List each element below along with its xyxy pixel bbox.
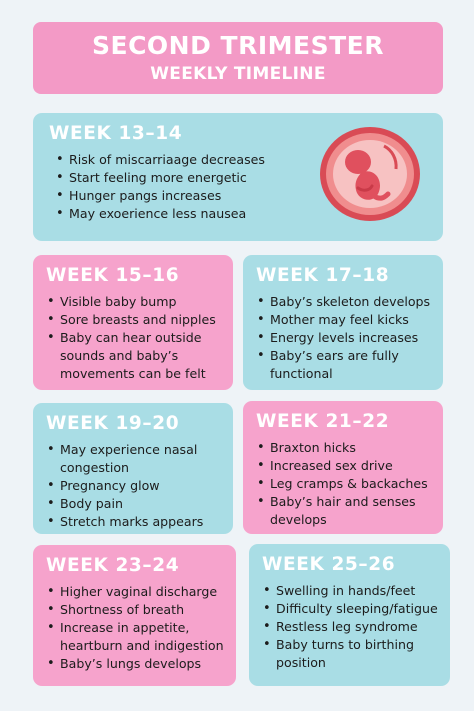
list-item: Baby’s hair and senses develops [256,493,433,529]
list-item: Visible baby bump [46,293,223,311]
list-item: May exoerience less nausea [55,205,433,223]
card-list: Braxton hicks Increased sex drive Leg cr… [256,439,433,529]
fetus-in-womb-icon [320,127,420,221]
card-week-15-16: WEEK 15–16 Visible baby bump Sore breast… [33,255,233,390]
page-subtitle: WEEKLY TIMELINE [150,64,326,84]
list-item: Baby turns to birthing position [262,636,440,672]
list-item: Baby’s lungs develops [46,655,226,673]
list-item: Body pain [46,495,223,513]
page-title: SECOND TRIMESTER [91,31,384,60]
card-heading: WEEK 13–14 [49,123,183,144]
list-item: Stretch marks appears [46,513,223,531]
card-week-23-24: WEEK 23–24 Higher vaginal discharge Shor… [33,545,236,686]
list-item: Start feeling more energetic [55,169,433,187]
list-item: Pregnancy glow [46,477,223,495]
card-heading: WEEK 23–24 [46,555,180,576]
list-item: May experience nasal congestion [46,441,223,477]
list-item: Risk of miscarriaage decreases [55,151,433,169]
list-item: Braxton hicks [256,439,433,457]
card-heading: WEEK 19–20 [46,413,180,434]
card-week-17-18: WEEK 17–18 Baby’s skeleton develops Moth… [243,255,443,390]
list-item: Sore breasts and nipples [46,311,223,329]
list-item: Swelling in hands/feet [262,582,440,600]
card-heading: WEEK 25–26 [262,554,396,575]
card-list: Baby’s skeleton develops Mother may feel… [256,293,433,383]
list-item: Higher vaginal discharge [46,583,226,601]
card-list: Risk of miscarriaage decreases Start fee… [55,151,433,223]
title-banner: SECOND TRIMESTER WEEKLY TIMELINE [33,22,443,94]
card-list: Higher vaginal discharge Shortness of br… [46,583,226,673]
card-week-19-20: WEEK 19–20 May experience nasal congesti… [33,403,233,534]
list-item: Difficulty sleeping/fatigue [262,600,440,618]
list-item: Baby’s skeleton develops [256,293,433,311]
card-week-25-26: WEEK 25–26 Swelling in hands/feet Diffic… [249,544,450,686]
card-heading: WEEK 15–16 [46,265,180,286]
card-heading: WEEK 17–18 [256,265,390,286]
card-week-21-22: WEEK 21–22 Braxton hicks Increased sex d… [243,401,443,534]
card-list: Visible baby bump Sore breasts and nippl… [46,293,223,383]
list-item: Increased sex drive [256,457,433,475]
list-item: Mother may feel kicks [256,311,433,329]
list-item: Hunger pangs increases [55,187,433,205]
card-list: Swelling in hands/feet Difficulty sleepi… [262,582,440,672]
list-item: Baby’s ears are fully functional [256,347,433,383]
list-item: Shortness of breath [46,601,226,619]
list-item: Leg cramps & backaches [256,475,433,493]
list-item: Restless leg syndrome [262,618,440,636]
list-item: Baby can hear outside sounds and baby’s … [46,329,223,383]
card-list: May experience nasal congestion Pregnanc… [46,441,223,531]
list-item: Increase in appetite, heartburn and indi… [46,619,226,655]
list-item: Energy levels increases [256,329,433,347]
card-heading: WEEK 21–22 [256,411,390,432]
